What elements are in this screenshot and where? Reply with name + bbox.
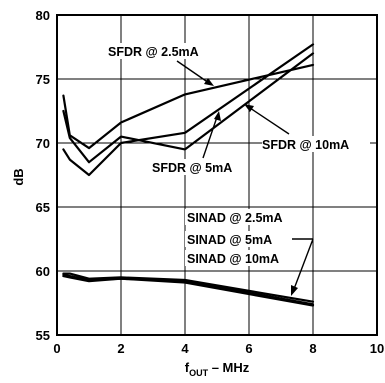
x-tick-label-6: 6 — [245, 341, 252, 356]
annotation-layer: SFDR @ 2.5mA SFDR @ 5mA SFDR @ 10mA SINA… — [106, 43, 370, 296]
y-tick-label-55: 55 — [36, 328, 50, 343]
y-tick-label-70: 70 — [36, 136, 50, 151]
series-line-5 — [62, 275, 315, 307]
series-line-0 — [62, 63, 315, 150]
x-tick-label-4: 4 — [181, 341, 189, 356]
y-tick-label-75: 75 — [36, 72, 50, 87]
leader-sfdr-5ma — [202, 116, 218, 159]
anno-bg-sfdr-5 — [151, 159, 233, 175]
series-layer — [62, 43, 315, 307]
arrowhead-sfdr-2p5ma — [204, 78, 214, 86]
anno-bg-sfdr-10 — [262, 136, 370, 152]
x-axis-label-sub: OUT — [189, 368, 209, 378]
anno-bg-sinad-5 — [185, 231, 288, 247]
anno-bg-sinad-10 — [185, 250, 303, 266]
leader-sfdr-2p5ma — [176, 60, 210, 84]
leader-sinad — [293, 238, 314, 290]
annotation-sfdr-5ma: SFDR @ 5mA — [152, 161, 232, 175]
y-tick-label-80: 80 — [36, 8, 50, 23]
tick-layer: 0 2 4 6 8 10 55 60 65 70 75 80 — [36, 8, 385, 356]
x-tick-label-8: 8 — [309, 341, 316, 356]
grid-layer — [57, 15, 377, 335]
series-line-2 — [62, 52, 315, 164]
y-tick-label-65: 65 — [36, 200, 50, 215]
annotation-sfdr-10ma: SFDR @ 10mA — [262, 138, 349, 152]
annotation-sinad-2p5ma: SINAD @ 2.5mA — [187, 211, 283, 225]
plot-frame — [56, 14, 378, 336]
annotation-sinad-5ma: SINAD @ 5mA — [187, 233, 272, 247]
arrowhead-sfdr-10ma — [244, 104, 254, 112]
arrowhead-sfdr-5ma — [214, 111, 221, 121]
arrowhead-sinad — [291, 285, 298, 296]
series-line-1 — [62, 43, 315, 177]
anno-bg-sfdr-2p5 — [106, 43, 209, 59]
x-axis-label-rest: – MHz — [208, 360, 250, 375]
series-line-3 — [62, 272, 315, 303]
x-tick-label-2: 2 — [117, 341, 124, 356]
leader-sfdr-10ma — [249, 107, 290, 135]
x-tick-label-10: 10 — [370, 341, 384, 356]
x-axis-label-main: f — [185, 360, 190, 375]
x-tick-label-0: 0 — [53, 341, 60, 356]
y-axis-label: dB — [11, 168, 26, 185]
y-tick-label-60: 60 — [36, 264, 50, 279]
anno-bg-sinad-2p5 — [185, 209, 303, 225]
annotation-sfdr-2p5ma: SFDR @ 2.5mA — [108, 45, 199, 59]
annotation-sinad-10ma: SINAD @ 10mA — [187, 252, 279, 266]
x-axis-label: fOUT – MHz — [185, 360, 250, 378]
